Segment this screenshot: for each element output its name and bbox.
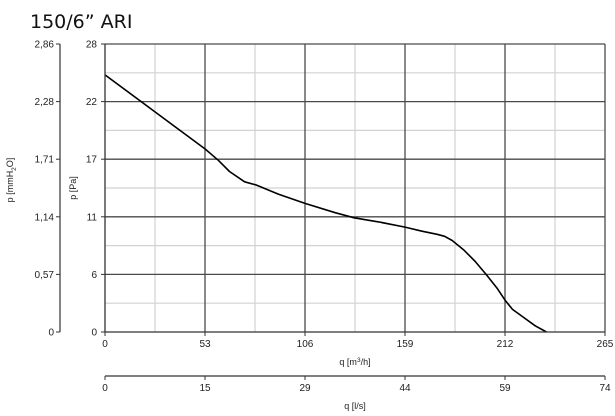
y2-tick-label: 0,57 (35, 270, 55, 281)
x2-tick-label: 44 (399, 383, 411, 394)
y2-tick-label: 2,28 (35, 97, 55, 108)
y-axis-title-mmh2o: p [mmH2O] (5, 158, 18, 203)
x-axis-title-ls: q [l/s] (344, 401, 366, 411)
x2-tick-label: 29 (299, 383, 311, 394)
y-tick-label: 0 (91, 328, 97, 339)
axes-layer: 0 6 11 17 22 28 0 0,57 1,14 1,71 2,28 2,86 0 53 106 159… (35, 40, 614, 395)
y-tick-label: 11 (87, 212, 98, 223)
y2-tick-label: 1,14 (35, 212, 55, 223)
x-tick-label: 53 (199, 339, 211, 350)
y-tick-label: 22 (86, 97, 98, 108)
x2-tick-label: 59 (499, 383, 511, 394)
x-tick-label: 265 (597, 339, 614, 350)
y-tick-label: 6 (91, 270, 97, 281)
y-tick-label: 17 (86, 155, 98, 166)
x-tick-label: 159 (397, 339, 414, 350)
x-tick-label: 0 (102, 339, 108, 350)
chart-title: 150/6” ARI (30, 11, 132, 33)
x2-tick-label: 74 (599, 383, 611, 394)
x-axis-title-m3h: q [m3/h] (339, 357, 370, 367)
y-axis-title-pa: p [Pa] (68, 176, 78, 200)
pressure-curve-layer (104, 74, 547, 333)
x-tick-label: 106 (297, 339, 314, 350)
y2-tick-label: 1,71 (35, 155, 55, 166)
x2-tick-label: 15 (199, 383, 211, 394)
pressure-curve-line (104, 74, 547, 333)
plot-grid (105, 43, 606, 332)
y2-tick-label: 2,86 (35, 40, 55, 51)
y2-tick-label: 0 (48, 328, 54, 339)
y-tick-label: 28 (86, 40, 98, 51)
x2-tick-label: 0 (102, 383, 108, 394)
x-tick-label: 212 (497, 339, 514, 350)
